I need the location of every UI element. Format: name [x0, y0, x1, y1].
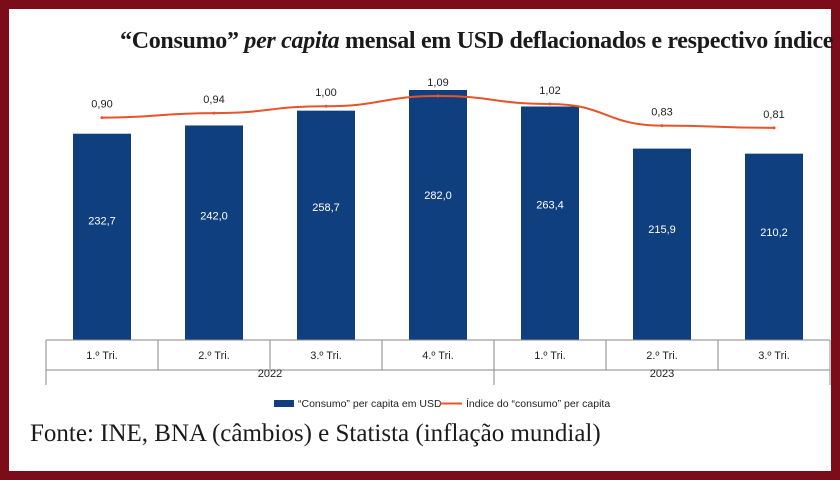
category-label-1: 1.º Tri. — [86, 350, 118, 362]
legend-bar-label: “Consumo” per capita em USD — [298, 398, 442, 410]
index-point-1 — [100, 116, 104, 120]
bar-5 — [521, 106, 579, 340]
year-label-2: 2023 — [650, 368, 674, 380]
bar-value-label-2: 242,0 — [200, 211, 228, 223]
index-point-2 — [212, 111, 216, 115]
chart-title: “Consumo” per capita mensal em USD defla… — [120, 28, 833, 55]
bar-1 — [73, 133, 131, 340]
index-value-label-6: 0,83 — [651, 107, 672, 119]
index-point-7 — [772, 126, 776, 130]
bar-value-label-7: 210,2 — [760, 227, 788, 239]
category-label-3: 3.º Tri. — [310, 350, 342, 362]
category-label-5: 1.º Tri. — [534, 350, 566, 362]
source-note: Fonte: INE, BNA (câmbios) e Statista (in… — [30, 420, 601, 447]
legend-line-label: Índice do “consumo” per capita — [466, 397, 610, 410]
bar-value-label-1: 232,7 — [88, 215, 116, 227]
bar-7 — [745, 153, 803, 340]
bar-6 — [633, 148, 691, 340]
index-value-label-1: 0,90 — [91, 99, 112, 111]
year-label-1: 2022 — [258, 368, 282, 380]
index-point-3 — [324, 104, 328, 108]
legend-bar-swatch — [274, 400, 294, 407]
bar-value-label-5: 263,4 — [536, 200, 564, 212]
category-label-2: 2.º Tri. — [198, 350, 230, 362]
index-value-label-4: 1,09 — [427, 77, 448, 89]
title-part-2: per capita — [244, 28, 340, 54]
title-part-3: mensal em USD deflacionados e respectivo… — [339, 28, 834, 54]
bar-4 — [409, 90, 467, 340]
index-point-5 — [548, 102, 552, 106]
category-label-6: 2.º Tri. — [646, 350, 678, 362]
index-point-4 — [436, 94, 440, 98]
title-part-1: “Consumo” — [120, 28, 245, 54]
category-label-7: 3.º Tri. — [758, 350, 790, 362]
bar-2 — [185, 125, 243, 340]
index-value-label-5: 1,02 — [539, 85, 560, 97]
index-value-label-3: 1,00 — [315, 87, 336, 99]
index-value-label-2: 0,94 — [203, 94, 224, 106]
index-value-label-7: 0,81 — [763, 109, 784, 121]
bar-value-label-4: 282,0 — [424, 190, 452, 202]
category-label-4: 4.º Tri. — [422, 350, 454, 362]
bar-3 — [297, 110, 355, 340]
index-point-6 — [660, 124, 664, 128]
bar-value-label-6: 215,9 — [648, 224, 676, 236]
bar-value-label-3: 258,7 — [312, 202, 340, 214]
